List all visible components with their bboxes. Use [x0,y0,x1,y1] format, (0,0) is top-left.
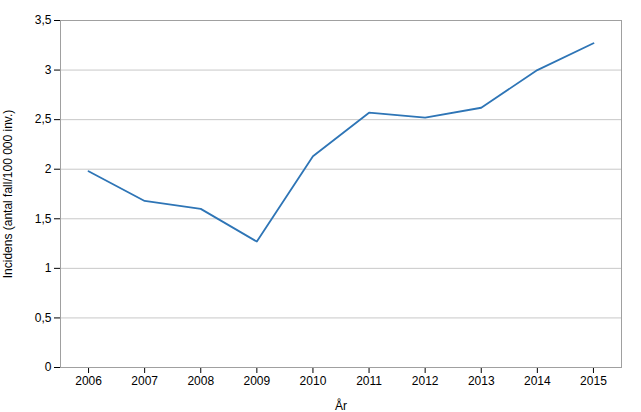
svg-text:2013: 2013 [468,374,495,388]
svg-text:1,5: 1,5 [35,212,52,226]
svg-text:3: 3 [45,63,52,77]
svg-text:År: År [335,398,347,412]
svg-text:2014: 2014 [524,374,551,388]
svg-text:2,5: 2,5 [35,112,52,126]
svg-text:2: 2 [45,162,52,176]
svg-text:2009: 2009 [243,374,270,388]
svg-text:2006: 2006 [75,374,102,388]
svg-text:0,5: 0,5 [35,311,52,325]
svg-text:2015: 2015 [580,374,607,388]
svg-text:1: 1 [45,261,52,275]
svg-text:2010: 2010 [300,374,327,388]
svg-text:2008: 2008 [187,374,214,388]
svg-text:2012: 2012 [412,374,439,388]
svg-text:0: 0 [45,360,52,374]
svg-text:2011: 2011 [356,374,382,388]
svg-text:3,5: 3,5 [35,13,52,27]
svg-text:2007: 2007 [131,374,158,388]
svg-text:Incidens (antal fall/100 000 i: Incidens (antal fall/100 000 inv.) [1,110,15,279]
